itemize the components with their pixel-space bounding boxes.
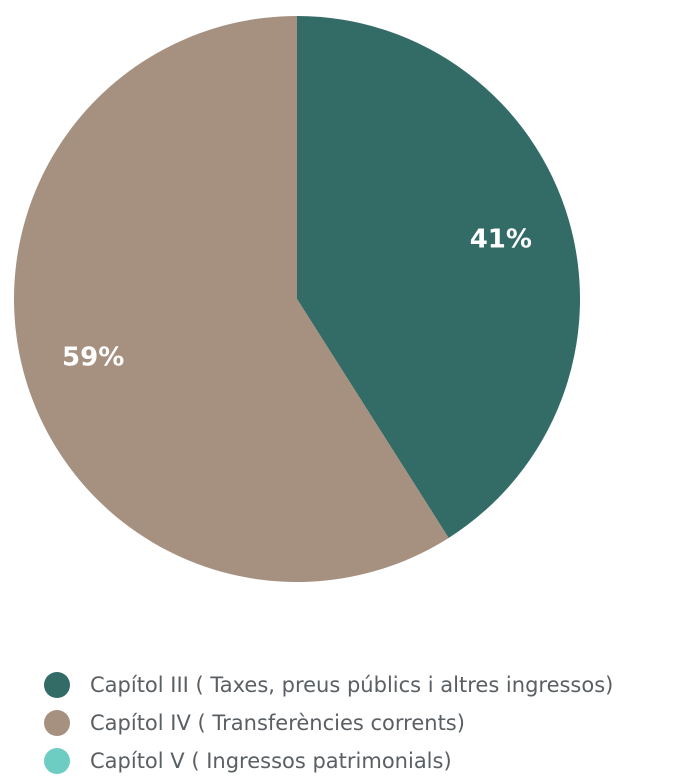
legend-swatch-1	[44, 672, 70, 698]
legend-item-3[interactable]: Capítol V ( Ingressos patrimonials)	[44, 742, 686, 780]
slice-value-label-2: 59%	[62, 343, 124, 373]
legend-item-2[interactable]: Capítol IV ( Transferències corrents)	[44, 704, 686, 742]
pie-slice-2	[13, 16, 449, 583]
pie-chart: 41% 59%	[13, 16, 580, 583]
pie-slice-1	[297, 16, 580, 538]
slice-value-label-1: 41%	[470, 224, 532, 254]
legend-item-1[interactable]: Capítol III ( Taxes, preus públics i alt…	[44, 666, 686, 704]
legend: Capítol III ( Taxes, preus públics i alt…	[44, 666, 686, 780]
legend-label-3: Capítol V ( Ingressos patrimonials)	[90, 749, 452, 773]
legend-swatch-3	[44, 748, 70, 774]
legend-swatch-2	[44, 710, 70, 736]
pie-slice-labels: 41% 59%	[62, 224, 532, 372]
legend-label-2: Capítol IV ( Transferències corrents)	[90, 711, 465, 735]
legend-label-1: Capítol III ( Taxes, preus públics i alt…	[90, 673, 614, 697]
pie-slices	[13, 16, 580, 583]
